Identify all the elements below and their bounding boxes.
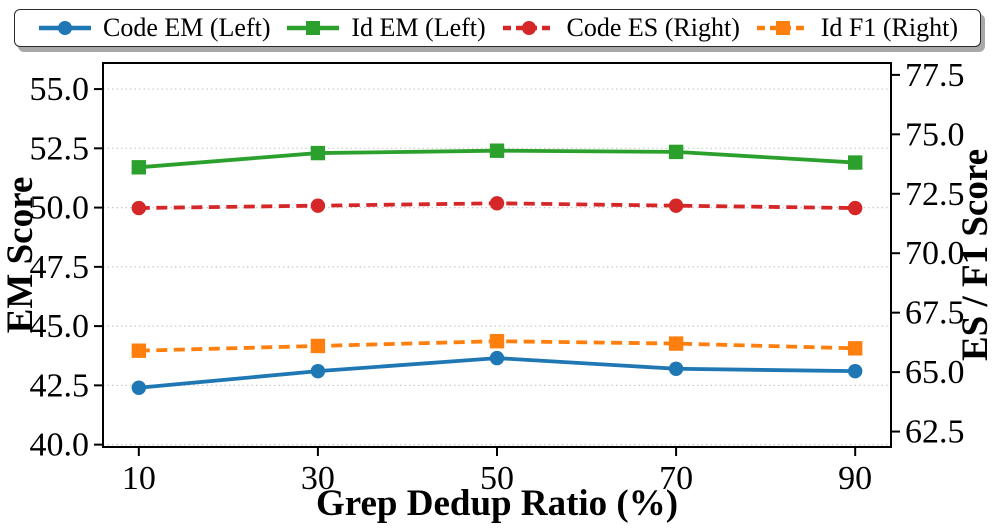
svg-text:70.0: 70.0 (905, 235, 965, 272)
svg-text:75.0: 75.0 (905, 116, 965, 153)
series-code-em-left (131, 350, 863, 395)
legend-label-code-es: Code ES (Right) (566, 13, 740, 42)
svg-text:30: 30 (301, 460, 335, 497)
chart-legend: Code EM (Left) Id EM (Left) Code ES (Rig… (14, 9, 981, 47)
svg-text:42.5: 42.5 (30, 367, 90, 404)
legend-sample-code-em (39, 21, 91, 35)
svg-text:72.5: 72.5 (905, 176, 965, 213)
legend-item-id-em: Id EM (Left) (285, 13, 486, 42)
series-code-es-right (131, 196, 863, 216)
svg-text:67.5: 67.5 (905, 295, 965, 332)
axes-frame (102, 62, 892, 448)
legend-sample-id-f1 (756, 21, 809, 35)
legend-item-code-em: Code EM (Left) (37, 15, 271, 41)
legend-label-id-f1: Id F1 (Right) (820, 13, 958, 42)
svg-text:62.5: 62.5 (905, 414, 965, 451)
svg-text:10: 10 (122, 460, 156, 497)
x-axis-ticks: 10 30 50 70 90 (122, 447, 872, 497)
left-axis-ticks: 40.0 42.5 45.0 47.5 50.0 52.5 55.0 (30, 71, 103, 464)
svg-text:70: 70 (659, 460, 693, 497)
legend-sample-id-em (287, 21, 340, 35)
series-id-f1-right (131, 333, 863, 358)
y-axis-label-left: EM Score (0, 177, 41, 334)
series-id-em-left (131, 143, 863, 175)
y-gridlines (103, 88, 891, 446)
svg-text:40.0: 40.0 (30, 427, 90, 464)
legend-sample-code-es (502, 21, 555, 35)
svg-text:52.5: 52.5 (30, 130, 90, 167)
svg-text:50.0: 50.0 (30, 190, 90, 227)
svg-text:47.5: 47.5 (30, 249, 90, 286)
svg-text:90: 90 (838, 460, 872, 497)
svg-text:55.0: 55.0 (30, 71, 90, 108)
legend-item-code-es: Code ES (Right) (501, 15, 740, 41)
y-axis-label-right: ES / F1 Score (955, 149, 996, 361)
svg-text:50: 50 (480, 460, 514, 497)
legend-label-code-em: Code EM (Left) (103, 13, 271, 42)
x-axis-label: Grep Dedup Ratio (%) (316, 483, 678, 524)
svg-text:77.5: 77.5 (905, 57, 965, 94)
legend-item-id-f1: Id F1 (Right) (755, 15, 958, 41)
svg-text:65.0: 65.0 (905, 354, 965, 391)
svg-text:45.0: 45.0 (30, 308, 90, 345)
right-axis-ticks: 62.5 65.0 67.5 70.0 72.5 75.0 77.5 (891, 57, 965, 451)
legend-label-id-em: Id EM (Left) (351, 13, 486, 42)
